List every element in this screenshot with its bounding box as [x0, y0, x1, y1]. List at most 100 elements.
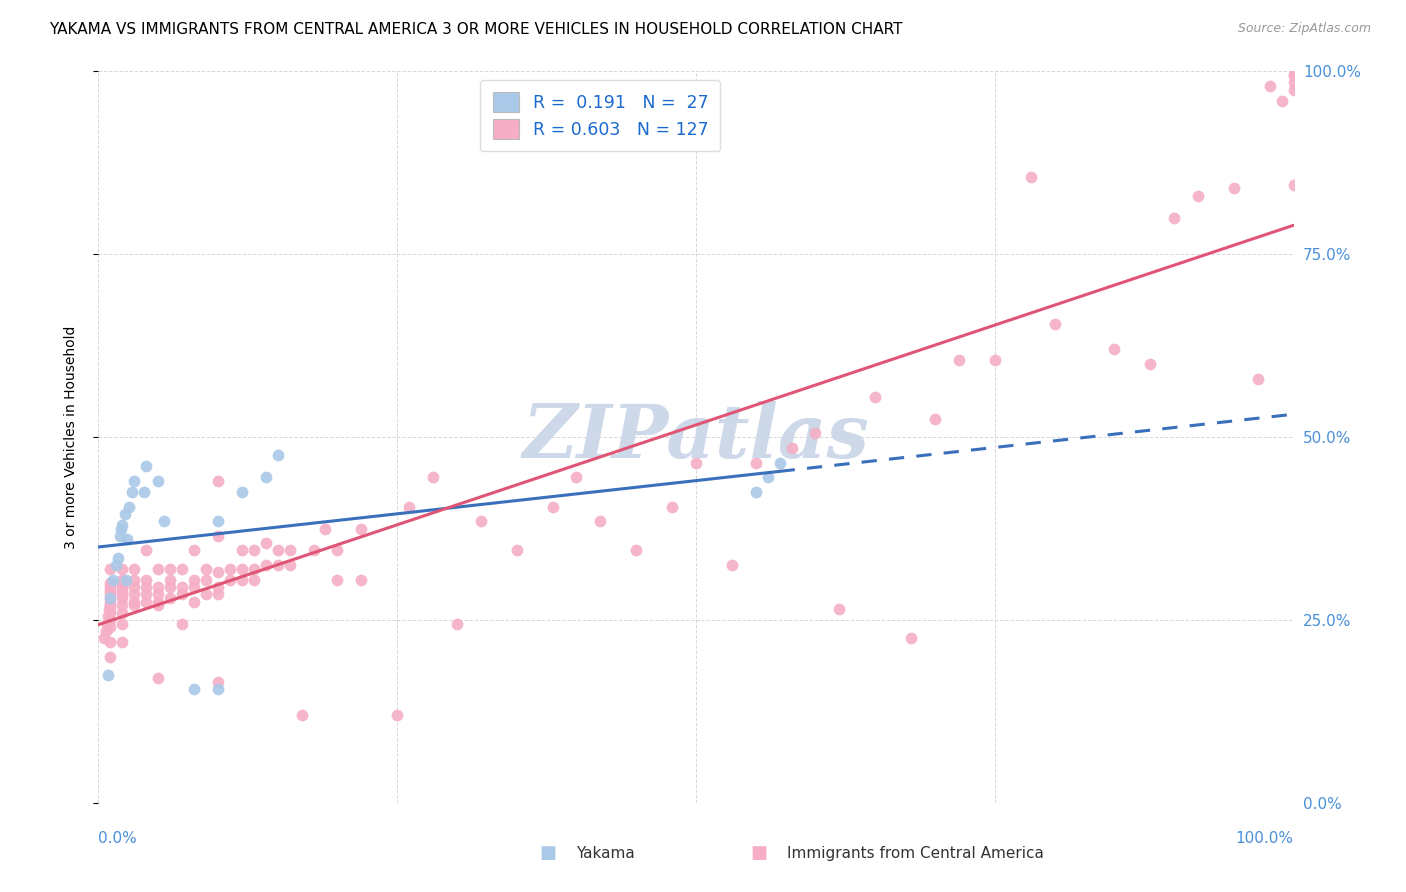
- Point: [626, 543, 648, 558]
- Point: [159, 591, 181, 605]
- Point: [1282, 83, 1305, 97]
- Point: [1139, 357, 1161, 371]
- Point: [111, 606, 134, 620]
- Point: [207, 514, 229, 528]
- Point: [231, 562, 253, 576]
- Point: [98, 591, 122, 605]
- Point: [1282, 75, 1305, 89]
- Point: [153, 514, 176, 528]
- Point: [98, 602, 122, 616]
- Point: [111, 517, 134, 532]
- Point: [101, 573, 124, 587]
- Point: [98, 562, 122, 576]
- Point: [98, 602, 121, 616]
- Point: [756, 470, 779, 484]
- Point: [446, 616, 468, 631]
- Point: [96, 616, 118, 631]
- Point: [135, 594, 157, 608]
- Point: [183, 580, 205, 594]
- Point: [98, 580, 122, 594]
- Point: [108, 529, 131, 543]
- Point: [97, 667, 120, 681]
- Point: [278, 543, 301, 558]
- Point: [159, 580, 181, 594]
- Y-axis label: 3 or more Vehicles in Household: 3 or more Vehicles in Household: [63, 326, 77, 549]
- Point: [924, 412, 946, 426]
- Point: [98, 606, 122, 620]
- Point: [98, 649, 122, 664]
- Point: [828, 602, 851, 616]
- Point: [111, 616, 134, 631]
- Point: [1258, 78, 1281, 93]
- Point: [1104, 343, 1126, 357]
- Point: [195, 573, 218, 587]
- Point: [124, 580, 146, 594]
- Point: [148, 599, 170, 613]
- Point: [1282, 178, 1305, 192]
- Point: [350, 573, 373, 587]
- Point: [111, 599, 134, 613]
- Point: [148, 474, 170, 488]
- Point: [124, 474, 146, 488]
- Point: [302, 543, 325, 558]
- Point: [385, 708, 409, 723]
- Point: [278, 558, 301, 573]
- Text: ■: ■: [751, 844, 768, 862]
- Point: [124, 594, 146, 608]
- Point: [1163, 211, 1185, 225]
- Point: [745, 485, 768, 500]
- Point: [98, 620, 122, 634]
- Point: [135, 580, 157, 594]
- Point: [207, 580, 229, 594]
- Point: [111, 591, 134, 605]
- Point: [195, 562, 218, 576]
- Point: [398, 500, 420, 514]
- Point: [105, 558, 128, 573]
- Point: [148, 587, 170, 601]
- Point: [148, 594, 170, 608]
- Point: [148, 580, 170, 594]
- Point: [243, 573, 266, 587]
- Point: [207, 682, 229, 697]
- Point: [721, 558, 744, 573]
- Point: [984, 353, 1007, 368]
- Point: [98, 599, 122, 613]
- Point: [148, 672, 170, 686]
- Point: [159, 573, 181, 587]
- Point: [350, 521, 373, 535]
- Point: [661, 500, 683, 514]
- Point: [267, 558, 290, 573]
- Point: [148, 562, 170, 576]
- Point: [183, 594, 205, 608]
- Point: [183, 543, 205, 558]
- Point: [98, 591, 122, 605]
- Point: [110, 521, 132, 535]
- Point: [111, 583, 134, 598]
- Legend: R =  0.191   N =  27, R = 0.603   N = 127: R = 0.191 N = 27, R = 0.603 N = 127: [481, 80, 720, 152]
- Point: [1271, 94, 1294, 108]
- Point: [94, 624, 117, 638]
- Point: [219, 573, 242, 587]
- Point: [98, 587, 122, 601]
- Point: [745, 456, 768, 470]
- Point: [172, 587, 194, 601]
- Point: [111, 573, 134, 587]
- Point: [1282, 68, 1305, 82]
- Point: [132, 485, 155, 500]
- Point: [243, 543, 266, 558]
- Point: [1247, 371, 1270, 385]
- Point: [267, 448, 290, 462]
- Point: [315, 521, 337, 535]
- Point: [115, 533, 138, 547]
- Point: [115, 573, 138, 587]
- Point: [219, 562, 242, 576]
- Text: 0.0%: 0.0%: [98, 831, 138, 846]
- Point: [135, 573, 157, 587]
- Point: [135, 459, 157, 474]
- Text: 100.0%: 100.0%: [1236, 831, 1294, 846]
- Point: [1187, 188, 1209, 202]
- Point: [1282, 68, 1305, 82]
- Point: [565, 470, 588, 484]
- Point: [172, 616, 194, 631]
- Point: [183, 573, 205, 587]
